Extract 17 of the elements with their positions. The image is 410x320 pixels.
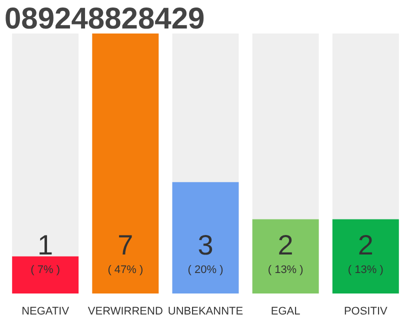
- annotation: ( 20% ): [188, 264, 224, 276]
- data-label: 2: [358, 230, 374, 260]
- annotation: ( 7% ): [30, 264, 60, 276]
- annotation: ( 13% ): [348, 264, 384, 276]
- x-tick-label: VERWIRREND: [88, 306, 163, 318]
- data-label: 1: [38, 230, 54, 260]
- data-label: 3: [198, 230, 214, 260]
- data-label: 2: [278, 230, 294, 260]
- x-tick-label: UNBEKANNTE: [168, 306, 244, 318]
- x-tick-label: EGAL: [270, 306, 300, 318]
- bar: [12, 256, 79, 294]
- annotation: ( 47% ): [108, 264, 144, 276]
- x-tick-label: POSITIV: [344, 306, 388, 318]
- x-tick-label: NEGATIV: [22, 306, 70, 318]
- annotation: ( 13% ): [268, 264, 304, 276]
- data-label: 7: [118, 230, 134, 260]
- chart-title: 089248828429: [4, 2, 205, 36]
